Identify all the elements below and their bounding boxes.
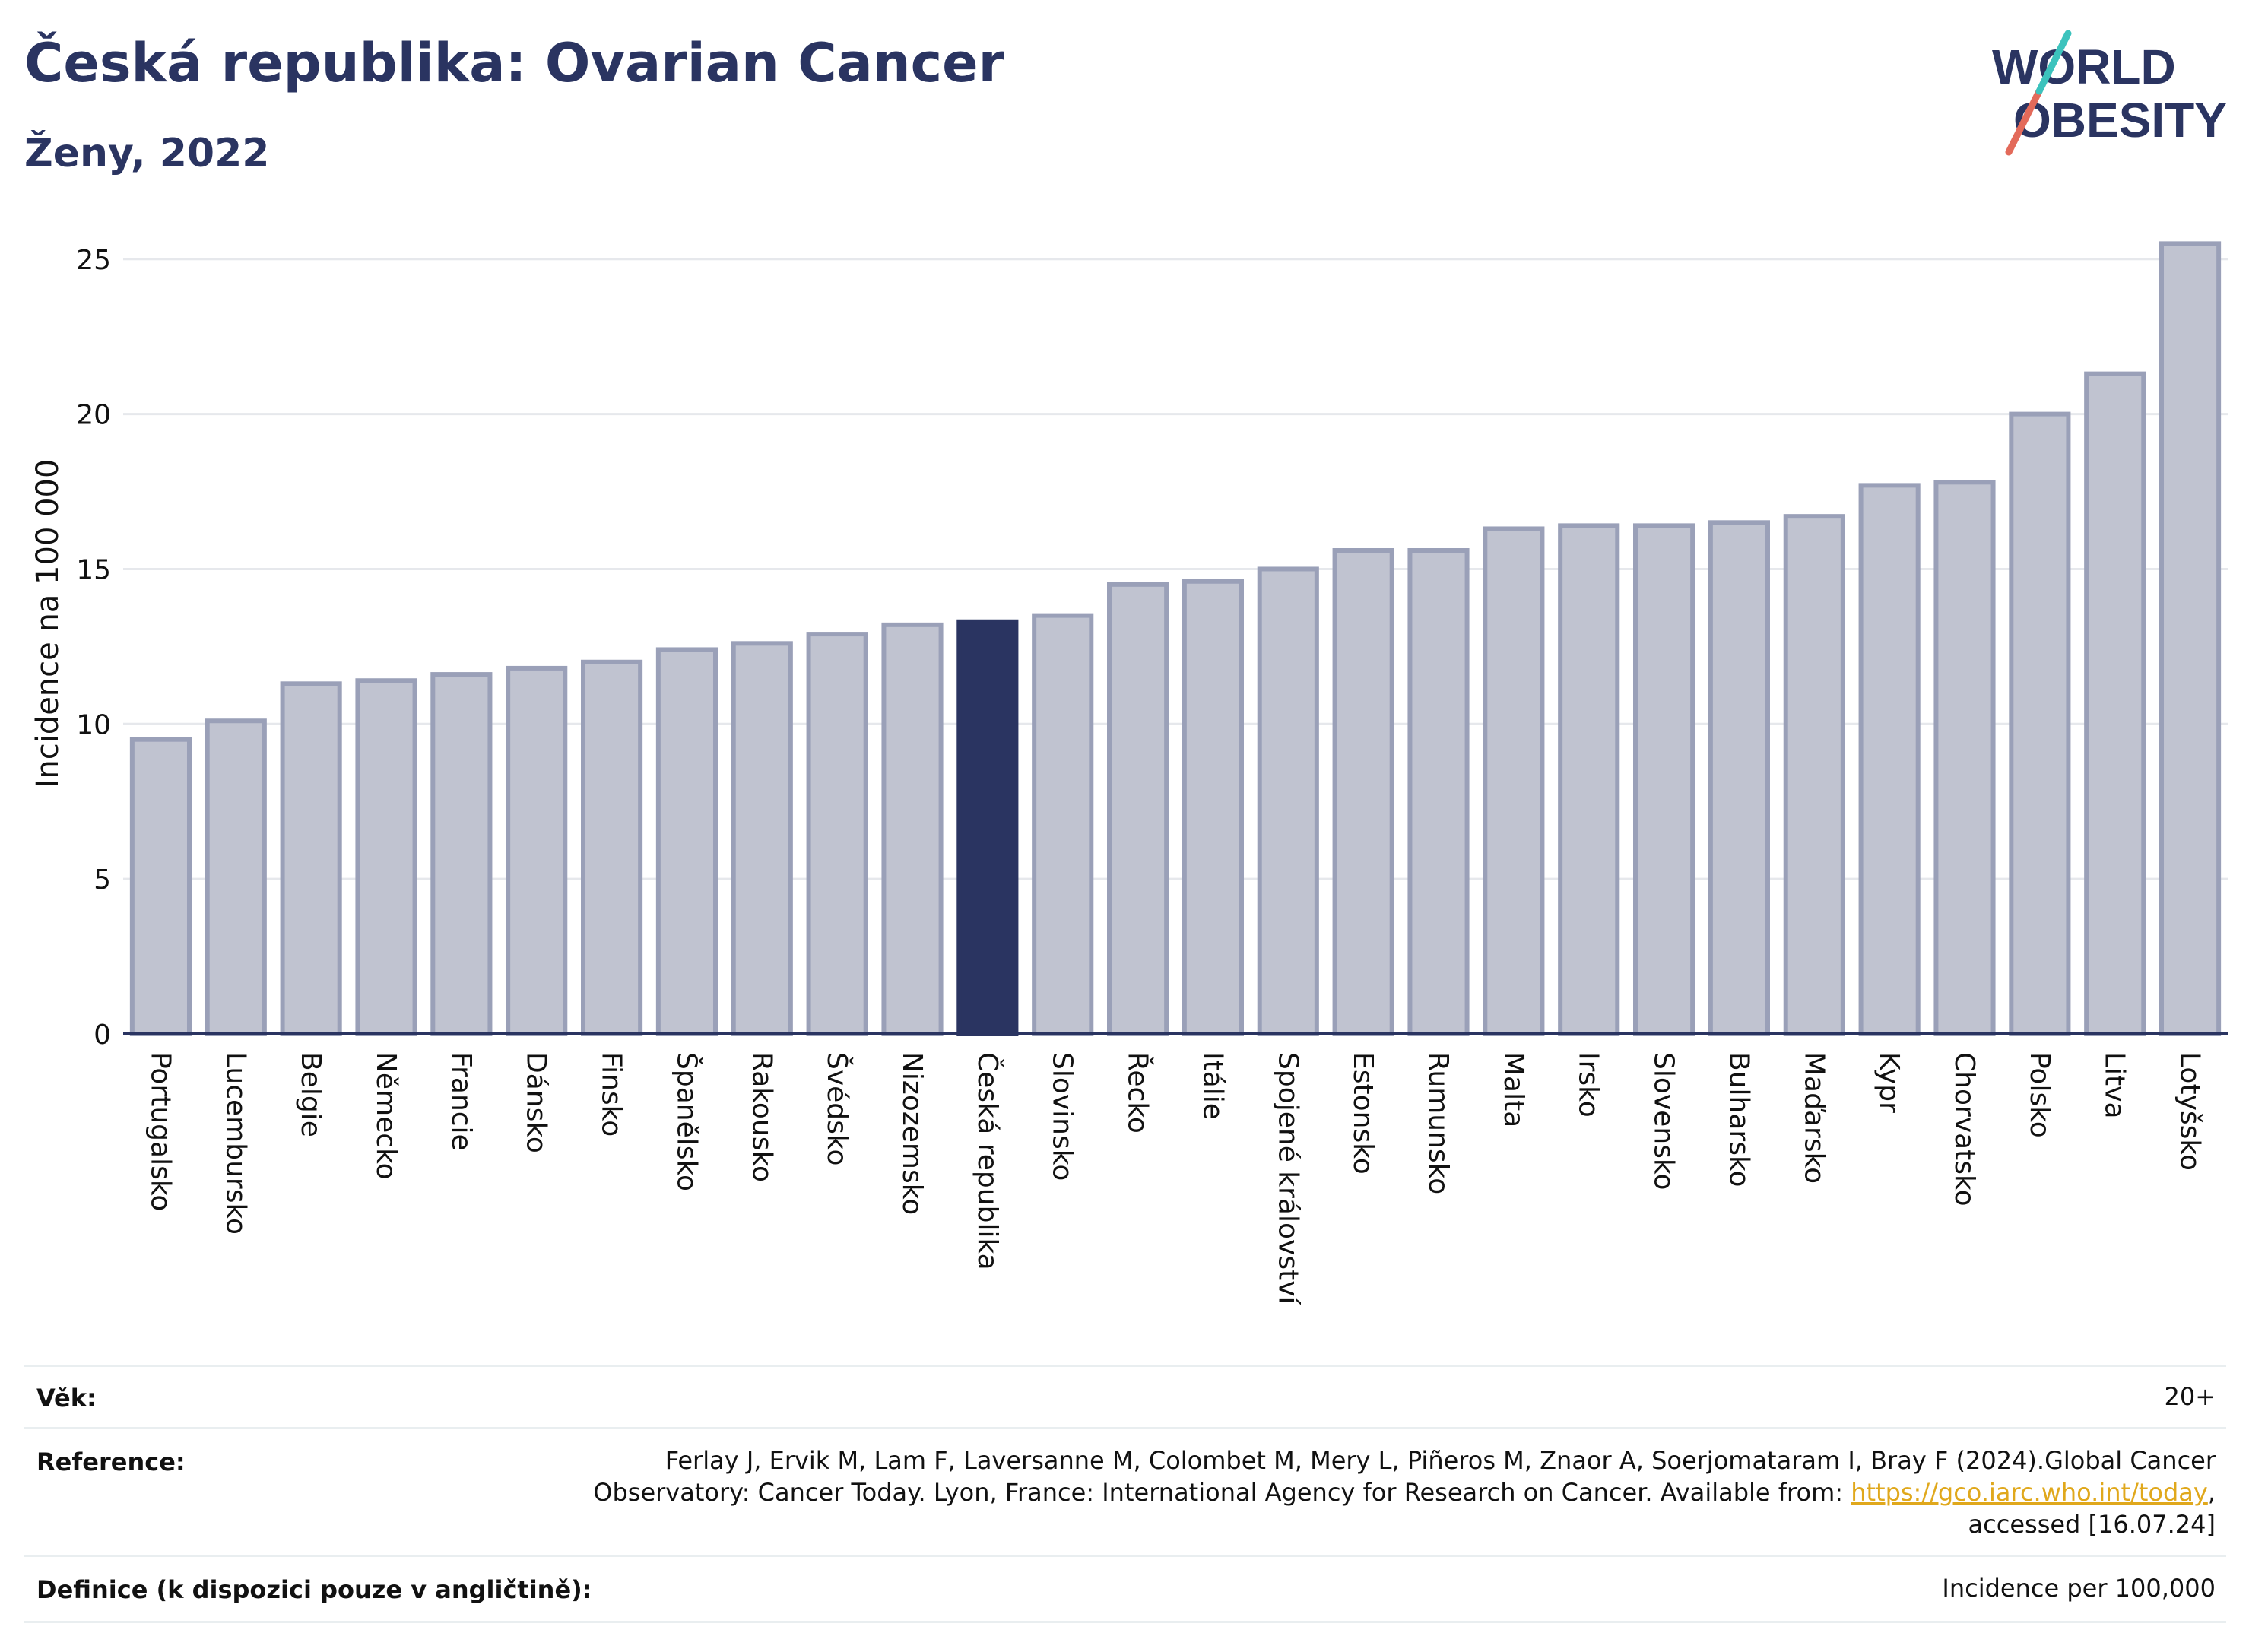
bar (731, 641, 793, 1036)
reference-line2: Observatory: Cancer Today. Lyon, France:… (593, 1478, 2216, 1507)
bar (2159, 241, 2222, 1036)
definition-label: Definice (k dispozici pouze v angličtině… (36, 1575, 592, 1604)
chart-subtitle: Ženy, 2022 (24, 131, 270, 176)
x-tick-label: Slovinsko (1047, 1052, 1078, 1181)
reference-link[interactable]: https://gco.iarc.who.int/today (1851, 1478, 2208, 1507)
age-label: Věk: (36, 1384, 97, 1413)
y-tick-label: 10 (76, 709, 111, 740)
x-tick-label: Belgie (295, 1052, 326, 1137)
x-tick-label: Švédsko (821, 1052, 853, 1166)
bar (205, 718, 267, 1036)
y-tick-label: 25 (76, 245, 111, 276)
x-tick-label: Itálie (1197, 1052, 1228, 1120)
x-tick-label: Spojené království (1272, 1052, 1303, 1305)
definition-row: Definice (k dispozici pouze v angličtině… (24, 1555, 2226, 1623)
bar (956, 619, 1019, 1036)
chart-title: Česká republika: Ovarian Cancer (24, 32, 1005, 94)
reference-line1: Ferlay J, Ervik M, Lam F, Laversanne M, … (665, 1446, 2216, 1475)
x-tick-label: Nizozemsko (896, 1052, 928, 1215)
x-tick-label: Řecko (1122, 1052, 1154, 1134)
bar-chart: 0 5 10 15 20 25 Incidence na 100 000 Portugalsk… (30, 241, 2228, 1305)
bar (506, 665, 568, 1037)
y-tick-label: 5 (94, 864, 111, 896)
x-tick-label: Maďarsko (1798, 1052, 1829, 1184)
bar (430, 672, 493, 1036)
y-tick-label: 0 (94, 1019, 111, 1051)
x-tick-label: Polsko (2024, 1052, 2055, 1138)
x-tick-label: Francie (446, 1052, 477, 1151)
age-row: Věk: 20+ (24, 1365, 2226, 1429)
age-value: 20+ (2164, 1382, 2216, 1411)
x-tick-label: Česká republika (972, 1052, 1004, 1270)
bar (1558, 523, 1620, 1036)
x-tick-label: Rumunsko (1423, 1052, 1454, 1194)
reference-line3: accessed [16.07.24] (1968, 1510, 2216, 1539)
x-tick-label: Dánsko (521, 1052, 552, 1153)
x-tick-label: Španělsko (671, 1052, 703, 1191)
reference-row: Reference: Ferlay J, Ervik M, Lam F, Lav… (24, 1427, 2226, 1557)
x-tick-label: Estonsko (1347, 1052, 1378, 1175)
bar (1407, 548, 1470, 1036)
x-tick-label: Litva (2099, 1052, 2130, 1119)
bar (355, 678, 417, 1036)
definition-value: Incidence per 100,000 (1942, 1574, 2216, 1603)
bar (1933, 480, 1996, 1036)
bar (2084, 371, 2146, 1037)
bar (129, 737, 192, 1036)
bar (280, 681, 342, 1036)
x-tick-label: Německo (370, 1052, 401, 1180)
x-tick-label: Kypr (1873, 1052, 1905, 1113)
x-tick-label: Chorvatsko (1949, 1052, 1980, 1206)
bar (1107, 582, 1169, 1036)
y-tick-label: 20 (76, 400, 111, 431)
x-tick-label: Lotyšsko (2174, 1052, 2206, 1171)
bar (806, 632, 868, 1036)
bar (1633, 523, 1695, 1036)
bar (1182, 579, 1244, 1036)
x-tick-label: Portugalsko (144, 1052, 176, 1211)
bar (1858, 483, 1921, 1036)
x-tick-label: Irsko (1573, 1052, 1604, 1118)
x-tick-label: Lucembursko (220, 1052, 251, 1235)
reference-text: Ferlay J, Ervik M, Lam F, Laversanne M, … (593, 1444, 2216, 1540)
logo-line1: WORLD (1992, 40, 2176, 94)
world-obesity-logo: WORLD OBESITY (1992, 30, 2227, 156)
y-tick-label: 15 (76, 554, 111, 585)
x-tick-label: Malta (1498, 1052, 1529, 1127)
bar (1032, 613, 1094, 1036)
x-tick-label: Finsko (596, 1052, 627, 1137)
bar (1483, 526, 1545, 1036)
bar (1783, 514, 1845, 1036)
bar (881, 622, 944, 1036)
y-axis-label: Incidence na 100 000 (30, 459, 65, 788)
bar (2009, 411, 2071, 1036)
bar (1332, 548, 1394, 1036)
reference-label: Reference: (36, 1447, 186, 1476)
bar (655, 647, 718, 1036)
logo-line2: OBESITY (2013, 93, 2227, 147)
x-tick-label: Rakousko (746, 1052, 777, 1182)
bar (581, 659, 643, 1036)
x-tick-label: Slovensko (1648, 1052, 1680, 1191)
bar (1257, 566, 1319, 1036)
bar (1708, 520, 1770, 1036)
x-tick-label: Bulharsko (1723, 1052, 1754, 1187)
